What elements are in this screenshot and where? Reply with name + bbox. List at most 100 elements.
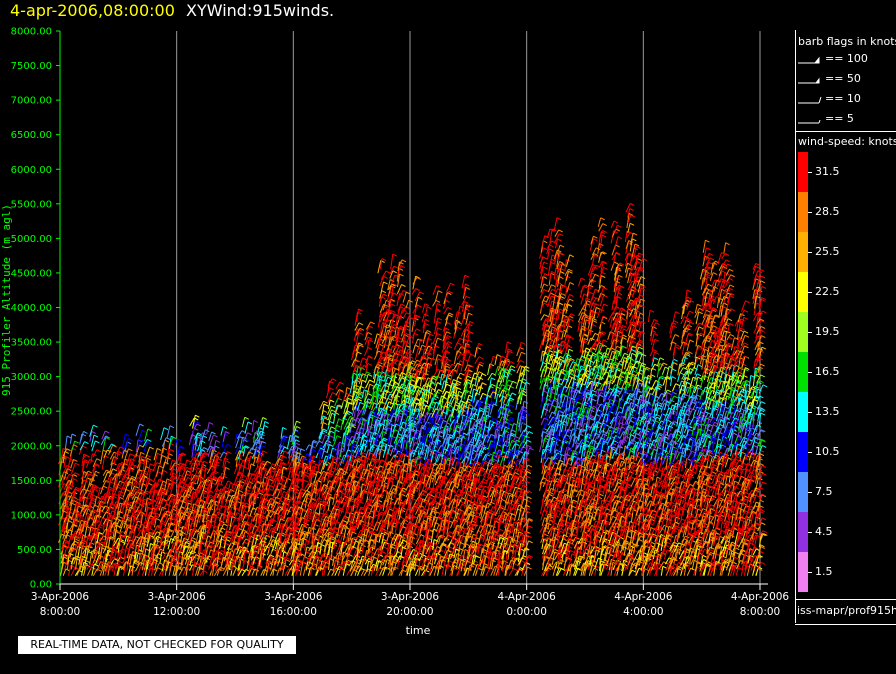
wind-barb-flag [115, 531, 121, 534]
wind-barb [77, 520, 82, 531]
wind-barb-flag [147, 428, 153, 432]
wind-barb [162, 552, 167, 560]
wind-barb [90, 434, 95, 447]
wind-barb [86, 563, 91, 570]
wind-barb [70, 567, 76, 576]
wind-barb [145, 479, 151, 488]
wind-barb [151, 489, 156, 499]
wind-barb [153, 536, 158, 545]
wind-barb [131, 465, 136, 473]
wind-barb [120, 463, 125, 475]
wind-barb [57, 455, 64, 465]
wind-barb [111, 546, 115, 557]
wind-barb [78, 496, 82, 507]
wind-barb [166, 482, 170, 496]
wind-barb [69, 496, 74, 506]
wind-barb-flag [195, 414, 200, 418]
wind-barb [164, 478, 168, 491]
wind-barb-flag [120, 446, 125, 450]
wind-barb [82, 454, 87, 461]
wind-barb [111, 493, 115, 504]
wind-barb [158, 520, 162, 531]
wind-barb-flag [225, 431, 230, 434]
wind-barb [72, 543, 78, 552]
wind-barb [114, 504, 118, 516]
chart-date: 4-apr-2006,08:00:00 [10, 1, 175, 20]
wind-barb-flag [358, 308, 363, 312]
wind-barb [97, 487, 101, 499]
wind-barb [71, 478, 74, 490]
wind-barb-flag [226, 536, 232, 540]
wind-barb-flag [81, 485, 86, 489]
wind-barb [154, 557, 158, 571]
wind-barb-flag [367, 373, 373, 377]
wind-barb-flag [217, 451, 223, 455]
wind-barb-flag [332, 456, 338, 460]
wind-barb [125, 527, 129, 536]
wind-barb [127, 565, 132, 576]
wind-barb [135, 444, 140, 458]
wind-barb-flag [113, 493, 118, 497]
wind-barb [122, 433, 126, 448]
wind-barb-flag [169, 425, 175, 429]
wind-barb [65, 480, 70, 487]
wind-barb [100, 435, 107, 446]
wind-barb-flag [156, 535, 162, 539]
wind-barb [82, 459, 86, 473]
wind-barb-flag [104, 430, 110, 434]
wind-barb [104, 561, 109, 572]
wind-barb [346, 568, 352, 576]
wind-barb-flag [91, 497, 97, 501]
wind-barb [262, 470, 267, 481]
wind-barb-flag [75, 486, 81, 490]
wind-barb [88, 510, 92, 521]
wind-barb [109, 515, 114, 526]
wind-barb [139, 475, 144, 483]
wind-barb-flag [146, 457, 152, 461]
wind-barb-flag [83, 479, 88, 483]
wind-barb [69, 547, 73, 558]
wind-barb-flag [149, 446, 154, 450]
wind-barb [147, 511, 152, 519]
wind-barb [144, 497, 148, 513]
wind-barb-flag [95, 440, 100, 444]
wind-barb-flag [128, 448, 133, 452]
wind-barb [99, 535, 104, 542]
wind-barb [98, 510, 101, 522]
wind-barb-flag [367, 347, 373, 350]
wind-barb-flag [112, 444, 117, 448]
wind-barb [359, 357, 364, 368]
wind-barb [130, 479, 134, 490]
wind-barb-flag [158, 465, 164, 469]
wind-barb-flag [367, 393, 373, 396]
wind-barb [146, 532, 150, 543]
wind-barb [149, 517, 153, 530]
wind-barb [156, 492, 161, 501]
wind-barb [232, 568, 237, 576]
wind-barb [109, 462, 113, 473]
wind-barb [108, 503, 111, 514]
wind-barb [116, 538, 121, 549]
wind-barb [104, 554, 107, 567]
wind-barb [61, 541, 67, 551]
wind-barb-flag [368, 325, 374, 329]
wind-barb [79, 553, 83, 564]
wind-barb [156, 548, 161, 559]
wind-barb [63, 491, 69, 503]
wind-barb-flag [347, 397, 353, 401]
wind-barb-flag [71, 502, 76, 506]
wind-barb [132, 477, 139, 487]
wind-barb [84, 526, 88, 539]
wind-barb [79, 556, 84, 570]
wind-barb-flag [296, 425, 301, 429]
wind-barb-flag [225, 460, 231, 464]
wind-barb [111, 486, 115, 499]
wind-barb [262, 421, 266, 433]
wind-barb-flag [125, 488, 131, 492]
wind-barb-flag [125, 433, 130, 437]
wind-barb [252, 430, 258, 439]
wind-barb [259, 417, 264, 428]
wind-barb [102, 437, 107, 452]
wind-barb [62, 530, 66, 540]
wind-barb-flag [194, 420, 200, 424]
